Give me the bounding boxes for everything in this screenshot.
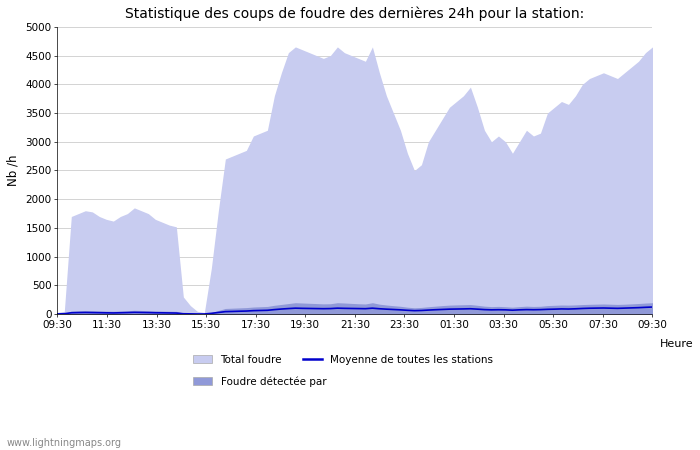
Title: Statistique des coups de foudre des dernières 24h pour la station:: Statistique des coups de foudre des dern… xyxy=(125,7,584,22)
Text: Heure: Heure xyxy=(659,339,693,349)
Legend: Foudre détectée par: Foudre détectée par xyxy=(193,376,326,387)
Text: www.lightningmaps.org: www.lightningmaps.org xyxy=(7,438,122,448)
Y-axis label: Nb /h: Nb /h xyxy=(7,155,20,186)
